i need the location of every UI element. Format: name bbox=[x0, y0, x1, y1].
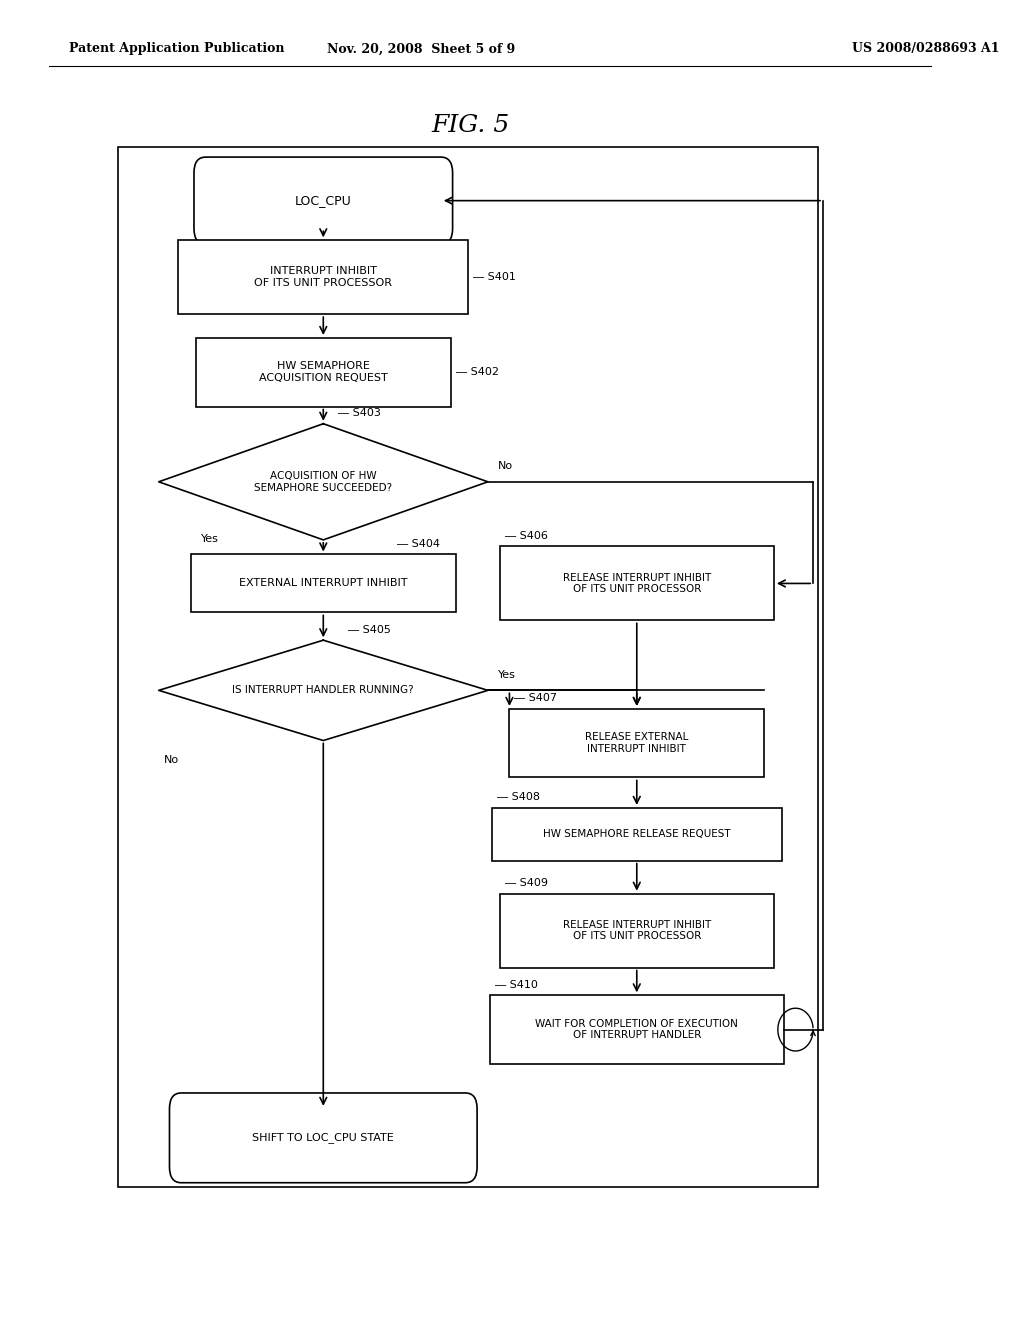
Text: ― S407: ― S407 bbox=[514, 693, 557, 704]
Bar bbox=[500, 894, 774, 968]
Bar bbox=[118, 147, 818, 1187]
Bar bbox=[489, 995, 783, 1064]
Text: FIG. 5: FIG. 5 bbox=[431, 114, 509, 137]
Text: HW SEMAPHORE
ACQUISITION REQUEST: HW SEMAPHORE ACQUISITION REQUEST bbox=[259, 362, 388, 383]
Bar bbox=[500, 546, 774, 620]
Text: ACQUISITION OF HW
SEMAPHORE SUCCEEDED?: ACQUISITION OF HW SEMAPHORE SUCCEEDED? bbox=[254, 471, 392, 492]
FancyBboxPatch shape bbox=[170, 1093, 477, 1183]
FancyBboxPatch shape bbox=[194, 157, 453, 244]
Text: ― S409: ― S409 bbox=[505, 878, 548, 888]
Polygon shape bbox=[159, 424, 487, 540]
Text: IS INTERRUPT HANDLER RUNNING?: IS INTERRUPT HANDLER RUNNING? bbox=[232, 685, 414, 696]
Text: SHIFT TO LOC_CPU STATE: SHIFT TO LOC_CPU STATE bbox=[252, 1133, 394, 1143]
Polygon shape bbox=[159, 640, 487, 741]
Text: WAIT FOR COMPLETION OF EXECUTION
OF INTERRUPT HANDLER: WAIT FOR COMPLETION OF EXECUTION OF INTE… bbox=[536, 1019, 738, 1040]
Text: Yes: Yes bbox=[498, 669, 515, 680]
Text: INTERRUPT INHIBIT
OF ITS UNIT PROCESSOR: INTERRUPT INHIBIT OF ITS UNIT PROCESSOR bbox=[254, 267, 392, 288]
Text: RELEASE INTERRUPT INHIBIT
OF ITS UNIT PROCESSOR: RELEASE INTERRUPT INHIBIT OF ITS UNIT PR… bbox=[562, 920, 711, 941]
Text: Yes: Yes bbox=[201, 533, 219, 544]
Bar bbox=[196, 338, 451, 407]
Text: ― S403: ― S403 bbox=[338, 408, 381, 418]
Text: HW SEMAPHORE RELEASE REQUEST: HW SEMAPHORE RELEASE REQUEST bbox=[543, 829, 730, 840]
Text: ― S410: ― S410 bbox=[495, 979, 538, 990]
Text: Nov. 20, 2008  Sheet 5 of 9: Nov. 20, 2008 Sheet 5 of 9 bbox=[327, 42, 515, 55]
Bar bbox=[509, 709, 764, 777]
Bar bbox=[191, 554, 456, 612]
Text: RELEASE INTERRUPT INHIBIT
OF ITS UNIT PROCESSOR: RELEASE INTERRUPT INHIBIT OF ITS UNIT PR… bbox=[562, 573, 711, 594]
Text: No: No bbox=[164, 755, 179, 766]
Text: US 2008/0288693 A1: US 2008/0288693 A1 bbox=[852, 42, 999, 55]
Text: RELEASE EXTERNAL
INTERRUPT INHIBIT: RELEASE EXTERNAL INTERRUPT INHIBIT bbox=[585, 733, 688, 754]
Text: ― S406: ― S406 bbox=[505, 531, 548, 541]
Text: ― S402: ― S402 bbox=[456, 367, 499, 378]
Text: Patent Application Publication: Patent Application Publication bbox=[69, 42, 284, 55]
Text: LOC_CPU: LOC_CPU bbox=[295, 194, 351, 207]
Text: ― S404: ― S404 bbox=[396, 539, 439, 549]
Text: ― S408: ― S408 bbox=[497, 792, 540, 803]
Bar bbox=[492, 808, 781, 861]
Text: EXTERNAL INTERRUPT INHIBIT: EXTERNAL INTERRUPT INHIBIT bbox=[239, 578, 408, 589]
Bar bbox=[178, 240, 468, 314]
Text: No: No bbox=[498, 461, 513, 471]
Text: ― S405: ― S405 bbox=[348, 624, 391, 635]
Text: ― S401: ― S401 bbox=[473, 272, 516, 282]
